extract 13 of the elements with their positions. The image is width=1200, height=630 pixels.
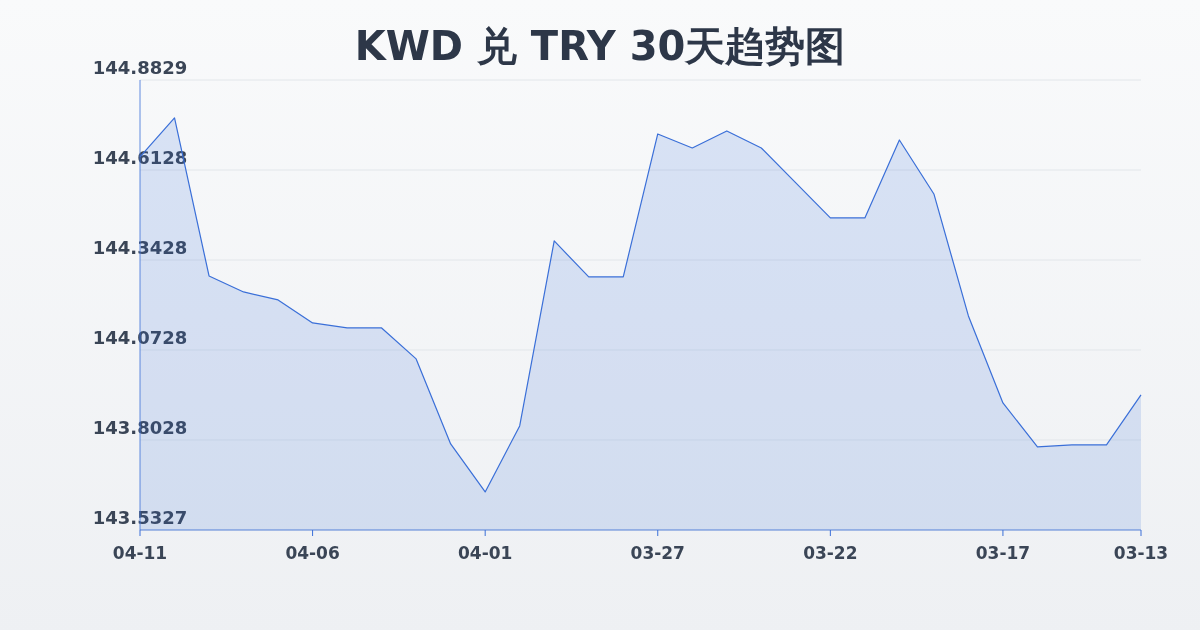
x-tick-label: 04-01 xyxy=(457,543,513,563)
y-tick-label: 144.0728 xyxy=(92,326,188,348)
x-tick-label: 04-06 xyxy=(285,543,340,563)
y-tick-label: 143.5327 xyxy=(92,507,188,528)
y-tick-label: 144.3428 xyxy=(92,237,188,259)
chart-title: KWD 兑 TRY 30天趋势图 xyxy=(354,23,846,69)
y-tick-label: 143.8028 xyxy=(92,416,188,438)
x-tick-label: 04-11 xyxy=(112,543,168,563)
x-tick-label: 03-17 xyxy=(975,543,1031,563)
y-tick-label: 144.8829 xyxy=(92,57,188,78)
x-tick-label: 03-22 xyxy=(803,543,858,563)
x-tick-label: 03-27 xyxy=(630,543,685,563)
x-tick-label: 03-13 xyxy=(1113,543,1169,563)
